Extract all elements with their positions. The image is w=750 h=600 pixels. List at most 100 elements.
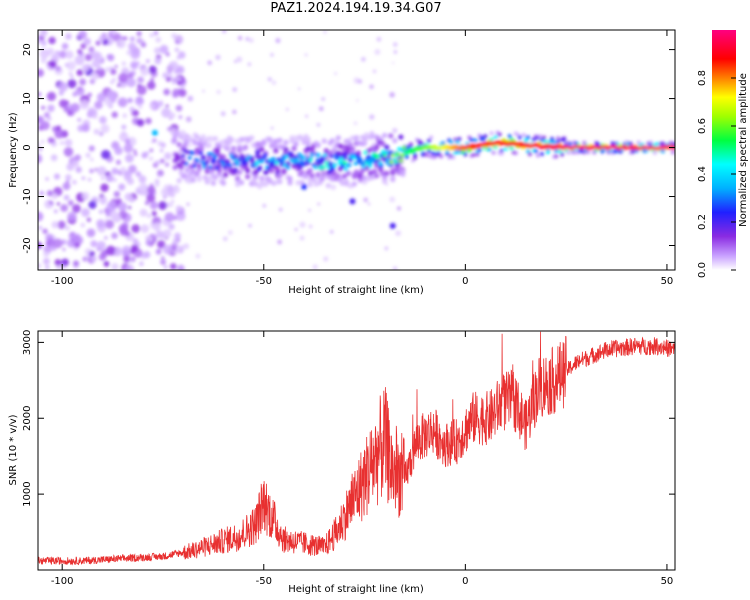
noise-blob	[164, 162, 170, 167]
noise-blob	[159, 232, 166, 240]
ridge-cell	[186, 135, 192, 141]
noise-blob	[136, 96, 144, 103]
ridge-core	[197, 163, 202, 168]
y-tick-label: 10	[22, 92, 33, 105]
ridge-core	[184, 161, 189, 166]
ridge-core	[321, 165, 326, 170]
ridge-cell	[345, 138, 352, 144]
noise-blob	[385, 183, 389, 186]
ridge-cell	[271, 180, 277, 186]
noise-blob	[56, 125, 62, 131]
noise-blob	[173, 249, 177, 254]
ridge-cell	[539, 152, 544, 157]
noise-blob	[120, 166, 127, 174]
noise-blob	[100, 124, 110, 134]
noise-blob	[153, 47, 161, 55]
ridge-core	[240, 155, 245, 160]
noise-blob	[163, 265, 168, 269]
ridge-cell	[176, 141, 182, 148]
noise-blob	[123, 255, 131, 263]
x-tick-label: 0	[462, 276, 468, 287]
noise-blob	[369, 84, 374, 90]
ridge-core	[195, 158, 200, 163]
noise-blob	[172, 88, 181, 97]
ridge-core	[402, 145, 407, 150]
ridge-cell	[335, 150, 341, 156]
ridge-cell	[586, 150, 591, 155]
noise-blob	[155, 36, 162, 43]
ridge-core	[368, 164, 373, 169]
ridge-cell	[493, 145, 498, 150]
colorbar-tick-label: 0.8	[697, 70, 708, 86]
noise-blob	[357, 79, 363, 84]
ridge-core	[332, 163, 337, 168]
noise-blob	[165, 76, 172, 82]
noise-blob	[374, 49, 381, 55]
noise-blob	[153, 30, 159, 36]
noise-blob	[167, 185, 174, 193]
noise-blob	[234, 60, 237, 63]
noise-blob	[131, 224, 141, 233]
noise-blob	[149, 201, 159, 210]
noise-blob	[128, 42, 137, 51]
noise-blob	[164, 212, 175, 222]
ridge-cell	[660, 141, 665, 146]
noise-blob	[367, 202, 371, 206]
noise-blob	[222, 30, 227, 34]
noise-blob	[124, 192, 133, 201]
x-tick-label: -100	[51, 576, 74, 587]
noise-blob	[88, 145, 95, 152]
ridge-cell	[313, 181, 319, 187]
noise-blob	[159, 158, 165, 164]
ridge-core	[185, 150, 190, 155]
noise-blob	[90, 240, 98, 248]
colorbar-ticks: 0.0 0.2 0.4 0.6 0.8	[697, 70, 736, 278]
ridge-cell	[245, 168, 251, 174]
noise-blob	[66, 179, 70, 184]
noise-blob	[174, 232, 181, 240]
ridge-cell	[453, 137, 458, 142]
ridge-cell	[228, 137, 235, 143]
y-tick-label: 3000	[22, 330, 33, 355]
ridge-core	[342, 160, 347, 165]
noise-blob	[318, 106, 324, 112]
ridge-core	[208, 165, 213, 170]
x-tick-label: -50	[256, 276, 272, 287]
noise-blob	[62, 182, 71, 191]
noise-blob	[84, 53, 93, 62]
noise-blob	[99, 116, 107, 124]
noise-blob	[136, 85, 147, 96]
noise-blob	[68, 231, 77, 240]
noise-blob	[98, 35, 105, 42]
noise-blob	[126, 78, 136, 88]
noise-blob	[185, 116, 192, 123]
noise-blob	[151, 210, 157, 217]
ridge-core	[400, 153, 405, 158]
noise-blob	[136, 118, 145, 127]
ridge-cell	[527, 152, 532, 157]
noise-blob	[56, 202, 61, 206]
noise-blob	[38, 211, 44, 222]
noise-blob	[363, 197, 369, 203]
isolated-blob	[151, 129, 158, 136]
ridge-cell	[295, 180, 301, 186]
ridge-core	[213, 154, 218, 159]
noise-blob	[57, 220, 66, 230]
ridge-cell	[668, 140, 673, 145]
noise-blob	[72, 260, 80, 267]
noise-blob	[58, 82, 69, 92]
ridge-cell	[343, 181, 350, 187]
noise-blob	[101, 149, 111, 160]
noise-blob	[53, 209, 58, 214]
noise-blob	[86, 228, 96, 238]
noise-blob	[38, 147, 43, 152]
ridge-cell	[277, 178, 283, 185]
ridge-cell	[245, 174, 251, 180]
noise-blob	[112, 77, 116, 82]
colorbar-tick-label: 0.2	[697, 214, 708, 230]
ridge-cell	[380, 170, 386, 177]
ridge-cell	[398, 134, 404, 140]
noise-blob	[152, 138, 157, 143]
ridge-cell	[380, 140, 386, 147]
noise-blob	[138, 105, 143, 109]
